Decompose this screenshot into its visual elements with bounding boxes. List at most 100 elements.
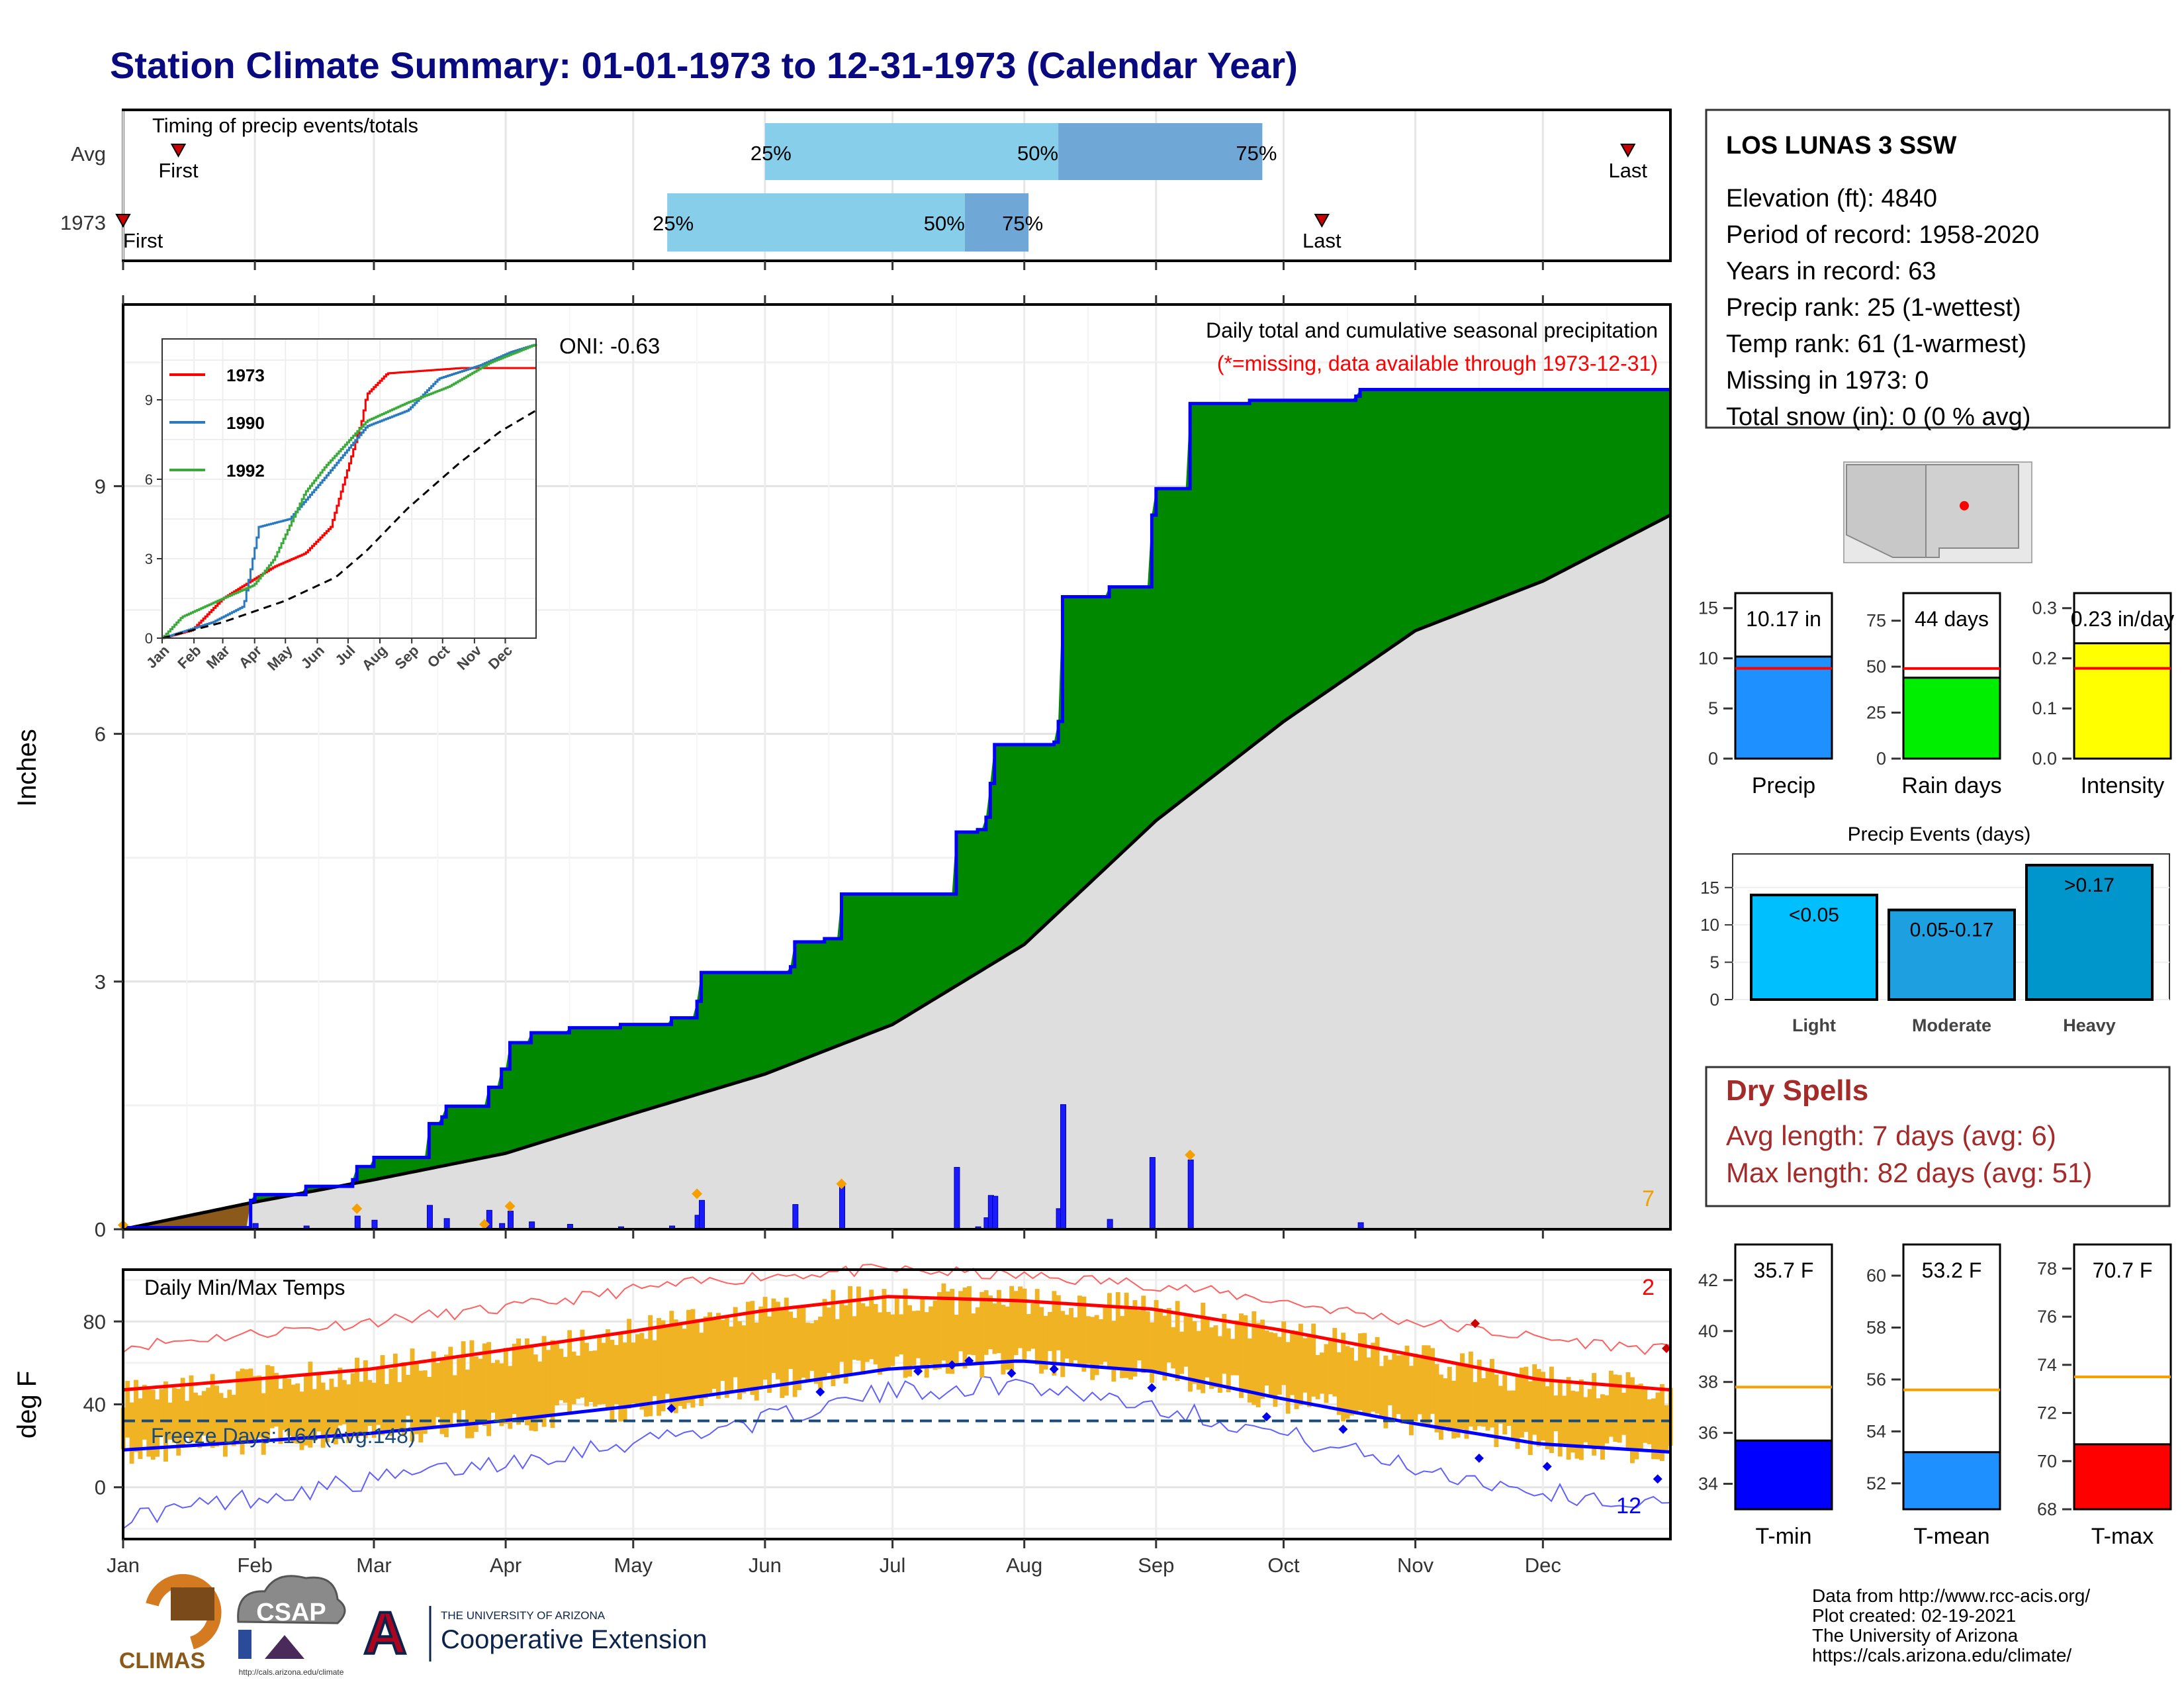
- temp-day-bar: [350, 1373, 355, 1435]
- temp-day-bar: [664, 1325, 670, 1394]
- intensity-summary: 0.0 0.1 0.2 0.3 0.23 in/day Intensity: [2032, 592, 2174, 798]
- temp-y-label: deg F: [13, 1371, 42, 1438]
- temp-day-bar: [1532, 1364, 1537, 1435]
- temp-day-bar: [1030, 1303, 1036, 1349]
- temp-day-bar: [1179, 1331, 1185, 1374]
- csap-mountain: [265, 1635, 304, 1659]
- month-tick-label: May: [614, 1554, 653, 1577]
- inset-y-tick-label: 0: [145, 630, 153, 647]
- temp-day-bar: [1085, 1316, 1091, 1364]
- inset-average-line: [161, 410, 536, 639]
- temp-day-bar: [694, 1319, 700, 1397]
- temp-day-bar: [1298, 1323, 1303, 1405]
- temp-day-bar: [907, 1305, 912, 1377]
- record-low-marker: [1653, 1474, 1662, 1484]
- timing-bar-25-50: [667, 193, 965, 252]
- dry-spells-frame: [1705, 1066, 2171, 1207]
- temp-day-bar: [1306, 1335, 1312, 1407]
- record-low-marker: [947, 1360, 957, 1370]
- temp-day-bar: [503, 1348, 508, 1424]
- temp-day-bar: [1596, 1398, 1601, 1448]
- temp-day-bar: [831, 1289, 836, 1387]
- temp-day-bar: [878, 1312, 883, 1375]
- temp-day-bar: [414, 1363, 419, 1434]
- temp-day-bar: [176, 1388, 181, 1456]
- temp-day-bar: [843, 1305, 848, 1384]
- temp-day-bar: [1371, 1342, 1376, 1412]
- temp-day-bar: [1141, 1295, 1146, 1374]
- events-bars: 0 5 10 15 <0.05 Light 0.05-0.17 Moderate >0.17 He…: [1700, 853, 2170, 1035]
- temp-day-bar: [563, 1356, 568, 1403]
- temp-day-bar: [622, 1342, 627, 1422]
- events-tick-label: 10: [1700, 915, 1719, 935]
- temp-day-bar: [520, 1349, 525, 1419]
- station-box-frame: [1705, 109, 2171, 429]
- temp-day-bar: [333, 1387, 338, 1445]
- temp-day-bar: [1557, 1380, 1563, 1457]
- temp-day-bar: [618, 1333, 623, 1422]
- month-tick-label: Mar: [356, 1554, 391, 1577]
- temp-day-bar: [1511, 1390, 1516, 1441]
- events-bar-label: Moderate: [1912, 1015, 1991, 1035]
- temp-day-bar: [1052, 1291, 1057, 1376]
- temp-day-bar: [1515, 1376, 1520, 1449]
- temp-day-bar: [1239, 1313, 1244, 1398]
- temp-day-bar: [320, 1382, 326, 1448]
- inset-y-tick-label: 3: [145, 551, 153, 567]
- temp-day-bar: [720, 1319, 725, 1382]
- precip-summary-tick-label: 15: [1698, 598, 1718, 618]
- timing-label: Timing of precip events/totals: [152, 114, 418, 137]
- precip-header: Daily total and cumulative seasonal prec…: [1206, 318, 1658, 342]
- daily-precip-bar: [839, 1184, 845, 1230]
- temp-day-bar: [690, 1309, 696, 1408]
- temp-day-bar: [1269, 1332, 1273, 1396]
- record-low-marker: [913, 1366, 923, 1376]
- dry-spells-box: Dry Spells Avg length: 7 days (avg: 6) M…: [1705, 1066, 2171, 1207]
- tmin-summary-bar: [1734, 1439, 1833, 1511]
- temp-y-tick-label: 80: [83, 1310, 106, 1333]
- temp-day-bar: [1434, 1364, 1439, 1432]
- missing-marker: [692, 1188, 703, 1199]
- temp-day-bar: [920, 1297, 925, 1368]
- temp-day-bar: [1604, 1395, 1610, 1444]
- dry-spells-max: Max length: 82 days (avg: 51): [1726, 1157, 2092, 1188]
- month-tick-label: Jan: [107, 1554, 140, 1577]
- temp-day-bar: [1094, 1315, 1099, 1376]
- tmin-summary: 34 36 38 40 42 35.7 F T-min: [1698, 1243, 1833, 1549]
- temp-day-bar: [788, 1311, 794, 1370]
- temp-day-bar: [1022, 1288, 1027, 1360]
- temp-day-bar: [1034, 1289, 1040, 1365]
- temp-day-bar: [1549, 1366, 1554, 1453]
- temp-day-bar: [1136, 1310, 1142, 1361]
- temp-day-bar: [490, 1363, 496, 1413]
- temp-day-bar: [1443, 1378, 1448, 1427]
- temp-day-bar: [1039, 1307, 1044, 1374]
- temp-day-bar: [716, 1313, 721, 1399]
- credit-university: The University of Arizona: [1812, 1625, 2019, 1646]
- temp-day-bar: [1651, 1398, 1657, 1460]
- temp-day-bar: [724, 1317, 729, 1398]
- temp-day-bar: [983, 1290, 989, 1355]
- temp-day-bar: [303, 1374, 308, 1446]
- tmax-summary-value: 70.7 F: [2093, 1258, 2153, 1282]
- daily-precip-bar: [508, 1211, 514, 1230]
- temp-day-bar: [962, 1288, 968, 1369]
- temp-day-bar: [1018, 1286, 1023, 1348]
- precip-panel: 0 3 6 9 Inches ONI: -0.63 Daily total and c…: [13, 295, 1672, 1241]
- record-low-marker: [666, 1403, 676, 1413]
- temp-day-bar: [784, 1297, 789, 1396]
- temp-day-bar: [890, 1314, 895, 1366]
- temp-day-bar: [295, 1383, 300, 1444]
- temp-day-bar: [996, 1289, 1001, 1354]
- record-low-marker: [1147, 1383, 1157, 1393]
- timing-last-marker: [1620, 144, 1636, 158]
- temp-day-bar: [758, 1306, 764, 1387]
- intensity-summary-bar: [2073, 642, 2172, 760]
- temp-day-bar: [1519, 1368, 1524, 1438]
- rain-days-summary-tick-label: 75: [1866, 611, 1886, 631]
- month-tick-label: Nov: [1397, 1554, 1434, 1577]
- temp-day-bar: [627, 1319, 632, 1409]
- temp-day-bar: [1438, 1374, 1443, 1440]
- temp-day-bar: [159, 1389, 164, 1436]
- precip-cumulative-line: [123, 387, 1670, 1230]
